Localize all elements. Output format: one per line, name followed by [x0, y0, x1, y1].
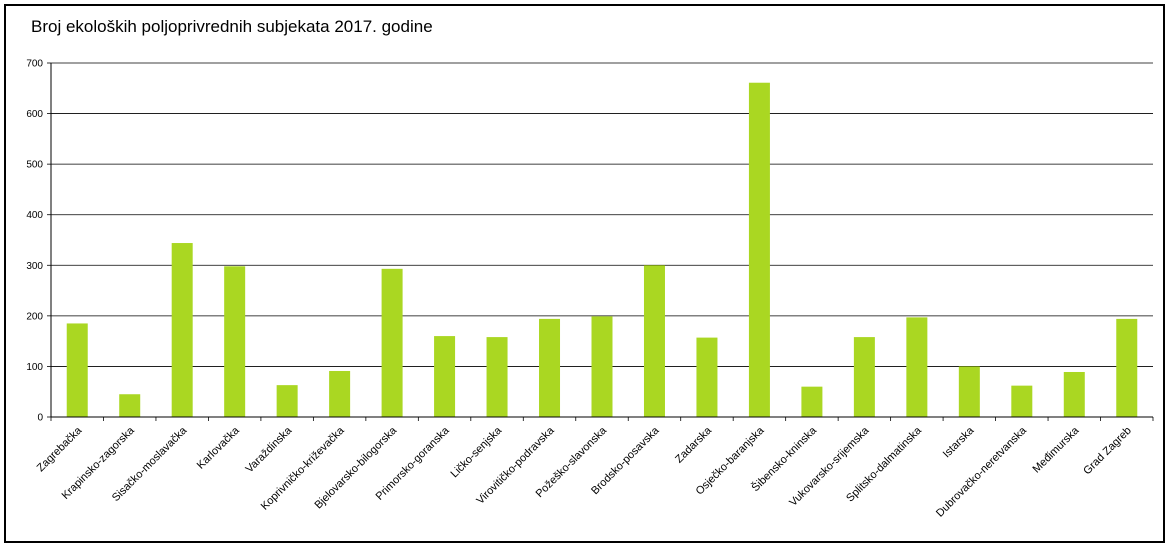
bar — [119, 394, 141, 417]
chart-frame — [4, 4, 1165, 543]
bar — [1063, 371, 1085, 417]
x-axis-labels: ZagrebačkaKrapinsko-zagorskaSisačko-mosl… — [35, 423, 1134, 519]
bar — [66, 323, 88, 417]
bar — [434, 336, 456, 417]
bar — [958, 366, 980, 417]
y-tick-label: 0 — [37, 413, 43, 424]
bar — [748, 82, 770, 418]
bar — [276, 385, 298, 417]
bar — [853, 337, 875, 417]
x-tick-label: Istarska — [941, 424, 977, 460]
y-tick-label: 100 — [26, 362, 43, 373]
y-tick-label: 400 — [26, 210, 43, 221]
x-tick-label: Karlovačka — [195, 424, 243, 472]
bar — [486, 337, 508, 417]
bar — [1116, 318, 1138, 417]
x-tick-label: Dubrovačko-neretvanska — [934, 424, 1030, 520]
bar — [1011, 385, 1033, 417]
y-tick-label: 700 — [26, 59, 43, 70]
bar — [381, 268, 403, 417]
bars — [66, 82, 1138, 418]
y-axis-ticks: 0 100 200 300 400 500 600 700 — [26, 59, 51, 424]
chart-title: Broj ekoloških poljoprivrednih subjekata… — [31, 17, 433, 36]
x-tick-label: Varaždinska — [244, 424, 295, 475]
x-tick-label: Zadarska — [673, 424, 715, 466]
y-tick-label: 200 — [26, 311, 43, 322]
x-tick-label: Ličko-senjska — [449, 424, 505, 480]
x-tick-label: Grad Zagreb — [1081, 425, 1134, 478]
bar — [539, 318, 561, 417]
bar — [696, 337, 718, 417]
bar — [801, 386, 823, 417]
axes — [50, 63, 1154, 421]
bar — [224, 266, 246, 417]
bar — [591, 316, 613, 417]
bar — [643, 265, 665, 417]
bar — [906, 317, 928, 417]
y-tick-label: 500 — [26, 160, 43, 171]
y-tick-label: 300 — [26, 261, 43, 272]
bar — [171, 243, 193, 417]
bar — [329, 370, 351, 417]
y-tick-label: 600 — [26, 109, 43, 120]
x-tick-label: Međimurska — [1031, 424, 1082, 475]
x-tick-label: Zagrebačka — [35, 424, 85, 474]
